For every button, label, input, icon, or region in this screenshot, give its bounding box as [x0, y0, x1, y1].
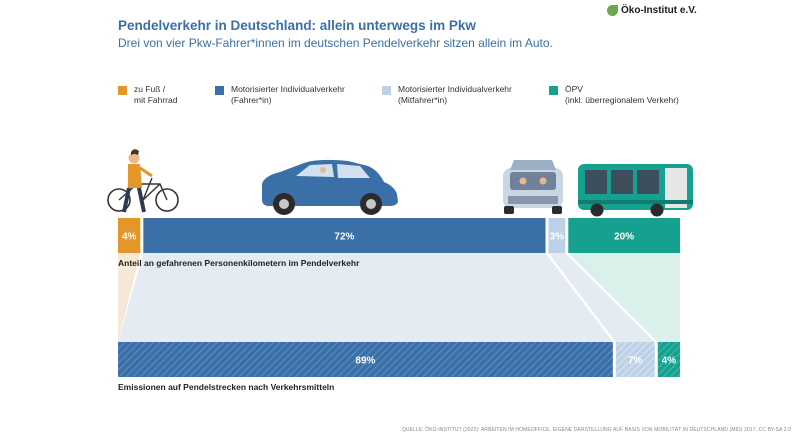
- legend-label: zu Fuß / mit Fahrrad: [134, 84, 178, 105]
- cyclist-icon: [107, 149, 179, 213]
- legend-swatch: [215, 86, 224, 95]
- row1-label: Anteil an gefahrenen Personenkilometern …: [118, 258, 360, 268]
- bar-row-passenger-km: 4% 72% 3% 20%: [118, 218, 680, 253]
- connector-car-passenger: [548, 253, 655, 342]
- bar-connectors: [118, 253, 680, 342]
- bar-pkm-public-transport: [568, 218, 680, 253]
- connector-car-driver: [118, 253, 613, 342]
- legend-swatch: [549, 86, 558, 95]
- connector-walk-bike: [118, 253, 141, 342]
- data-label-car-driver: 72%: [334, 232, 354, 243]
- bus-icon: [578, 164, 693, 217]
- legend-item-car-passenger: Motorisierter Individualverkehr (Mitfahr…: [382, 84, 512, 106]
- leaf-icon: [607, 5, 618, 16]
- legend-item-car-driver: Motorisierter Individualverkehr (Fahrer*…: [215, 84, 345, 106]
- connector-public-transport: [568, 253, 680, 342]
- bar-emission-car-driver: [118, 342, 613, 377]
- page-subtitle: Drei von vier Pkw-Fahrer*innen im deutsc…: [118, 36, 553, 50]
- source-note: QUELLE: ÖKO-INSTITUT (2022): ARBEITEN IM…: [401, 427, 791, 433]
- row2-label: Emissionen auf Pendelstrecken nach Verke…: [118, 382, 335, 392]
- data-label-walk-bike: 4%: [122, 232, 137, 243]
- data-label-car-passenger: 3%: [550, 232, 565, 243]
- page-title: Pendelverkehr in Deutschland: allein unt…: [118, 18, 476, 33]
- legend-label: Motorisierter Individualverkehr (Mitfahr…: [398, 84, 512, 105]
- legend-label: ÖPV (inkl. überregionalem Verkehr): [565, 84, 679, 105]
- bar-pkm-car-passenger: [548, 218, 566, 253]
- legend-label: Motorisierter Individualverkehr (Fahrer*…: [231, 84, 345, 105]
- data-label-public-transport: 20%: [614, 232, 634, 243]
- data-label-car-driver: 89%: [355, 356, 375, 367]
- legend-item-public-transport: ÖPV (inkl. überregionalem Verkehr): [549, 84, 679, 106]
- logo: Öko-Institut e.V.: [607, 5, 697, 16]
- legend-swatch: [118, 86, 127, 95]
- bar-pkm-walk-bike: [118, 218, 141, 253]
- bar-emission-car-passenger: [615, 342, 655, 377]
- bar-row-emissions: 89% 7% 4%: [118, 342, 680, 377]
- bar-pkm-car-driver: [143, 218, 546, 253]
- car-passenger-icon: [503, 160, 563, 214]
- legend-item-walk-bike: zu Fuß / mit Fahrrad: [118, 84, 177, 106]
- bar-emission-public-transport: [657, 342, 680, 377]
- legend-swatch: [382, 86, 391, 95]
- data-label-car-passenger: 7%: [628, 356, 643, 367]
- data-label-public-transport: 4%: [662, 356, 677, 367]
- car-driver-icon: [262, 159, 398, 215]
- logo-text: Öko-Institut e.V.: [621, 5, 697, 16]
